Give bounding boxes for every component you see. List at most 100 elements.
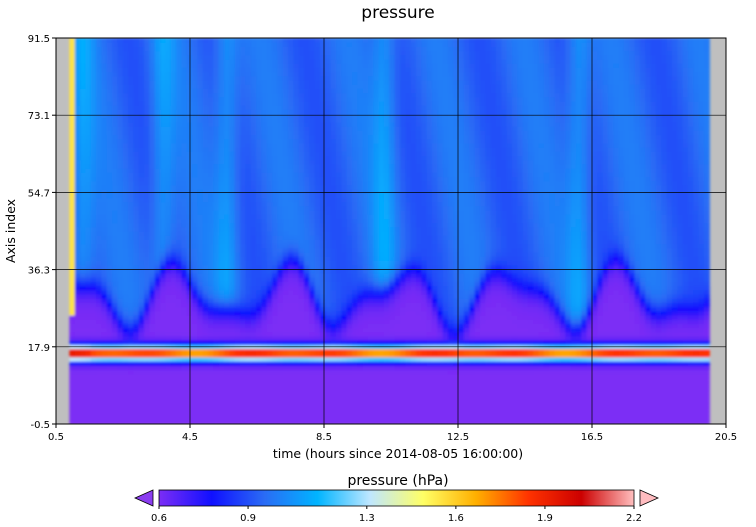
heatmap-cell — [645, 289, 652, 295]
heatmap-cell — [208, 348, 214, 354]
heatmap-cell — [426, 264, 433, 270]
heatmap-cell — [613, 398, 620, 404]
heatmap-cell — [565, 386, 572, 392]
heatmap-cell — [336, 352, 342, 358]
heatmap-cell — [687, 382, 694, 387]
heatmap-cell — [655, 407, 662, 413]
heatmap-cell — [272, 256, 278, 261]
heatmap-cell — [170, 327, 177, 333]
heatmap-cell — [277, 277, 284, 282]
heatmap-cell — [192, 398, 198, 404]
heatmap-cell — [586, 398, 593, 404]
heatmap-cell — [533, 268, 540, 274]
heatmap-cell — [607, 356, 614, 362]
heatmap-cell — [389, 390, 396, 396]
heatmap-cell — [261, 293, 268, 299]
heatmap-cell — [256, 327, 262, 333]
heatmap-cell — [410, 394, 417, 400]
heatmap-cell — [165, 260, 172, 266]
heatmap-cell — [485, 272, 492, 278]
heatmap-cell — [362, 281, 369, 287]
heatmap-cell — [437, 247, 444, 253]
heatmap-cell — [490, 411, 497, 417]
heatmap-cell — [399, 285, 406, 291]
heatmap-cell — [192, 327, 198, 333]
heatmap-cell — [293, 319, 300, 324]
heatmap-cell — [442, 348, 449, 354]
heatmap-cell — [122, 361, 129, 366]
heatmap-cell — [485, 390, 492, 396]
heatmap-cell — [85, 277, 92, 282]
heatmap-cell — [693, 340, 700, 345]
heatmap-cell — [122, 365, 129, 371]
heatmap-cell — [655, 281, 662, 287]
heatmap-cell — [623, 361, 630, 366]
heatmap-cell — [170, 340, 177, 345]
heatmap-cell — [645, 394, 652, 400]
heatmap-cell — [623, 260, 630, 266]
heatmap-cell — [170, 302, 177, 308]
heatmap-cell — [703, 382, 710, 387]
heatmap-cell — [421, 281, 428, 287]
heatmap-cell — [304, 348, 310, 354]
heatmap-cell — [645, 373, 652, 379]
heatmap-cell — [245, 281, 252, 287]
heatmap-cell — [106, 247, 113, 253]
heatmap-cell — [96, 323, 102, 329]
heatmap-cell — [282, 327, 289, 333]
heatmap-cell — [650, 411, 657, 417]
heatmap-cell — [368, 264, 374, 270]
heatmap-cell — [607, 407, 614, 413]
heatmap-cell — [256, 407, 262, 413]
heatmap-cell — [197, 268, 204, 274]
heatmap-cell — [559, 285, 566, 291]
heatmap-cell — [394, 289, 401, 295]
heatmap-cell — [128, 256, 134, 261]
heatmap-cell — [501, 327, 508, 333]
heatmap-cell — [405, 419, 412, 424]
heatmap-cell — [277, 386, 284, 392]
heatmap-cell — [234, 247, 241, 253]
heatmap-cell — [554, 327, 561, 333]
heatmap-cell — [613, 365, 620, 371]
heatmap-cell — [90, 281, 97, 287]
heatmap-cell — [282, 256, 289, 261]
heatmap-cell — [522, 293, 529, 299]
heatmap-cell — [538, 411, 545, 417]
heatmap-cell — [74, 407, 81, 413]
heatmap-cell — [501, 348, 508, 354]
heatmap-cell — [426, 331, 433, 337]
heatmap-cell — [208, 373, 214, 379]
heatmap-cell — [245, 327, 252, 333]
heatmap-cell — [682, 302, 689, 308]
heatmap-cell — [341, 403, 348, 408]
heatmap-cell — [613, 281, 620, 287]
heatmap-cell — [410, 411, 417, 417]
heatmap-cell — [469, 272, 476, 278]
heatmap-cell — [394, 319, 401, 324]
heatmap-cell — [479, 331, 486, 337]
heatmap-cell — [517, 289, 524, 295]
heatmap-cell — [128, 415, 134, 421]
heatmap-cell — [570, 340, 577, 345]
heatmap-cell — [501, 365, 508, 371]
heatmap-cell — [138, 314, 145, 320]
heatmap-cell — [458, 298, 465, 303]
heatmap-cell — [394, 373, 401, 379]
heatmap-cell — [506, 365, 513, 371]
heatmap-cell — [629, 340, 636, 345]
heatmap-cell — [682, 272, 689, 278]
heatmap-cell — [256, 260, 262, 266]
heatmap-cell — [90, 319, 97, 324]
heatmap-cell — [320, 306, 326, 312]
heatmap-cell — [629, 314, 636, 320]
heatmap-cell — [639, 314, 646, 320]
heatmap-cell — [527, 319, 534, 324]
heatmap-cell — [495, 411, 502, 417]
heatmap-cell — [458, 251, 465, 257]
heatmap-cell — [693, 251, 700, 257]
heatmap-cell — [234, 293, 241, 299]
heatmap-cell — [559, 419, 566, 424]
heatmap-cell — [453, 361, 460, 366]
heatmap-cell — [85, 256, 92, 261]
